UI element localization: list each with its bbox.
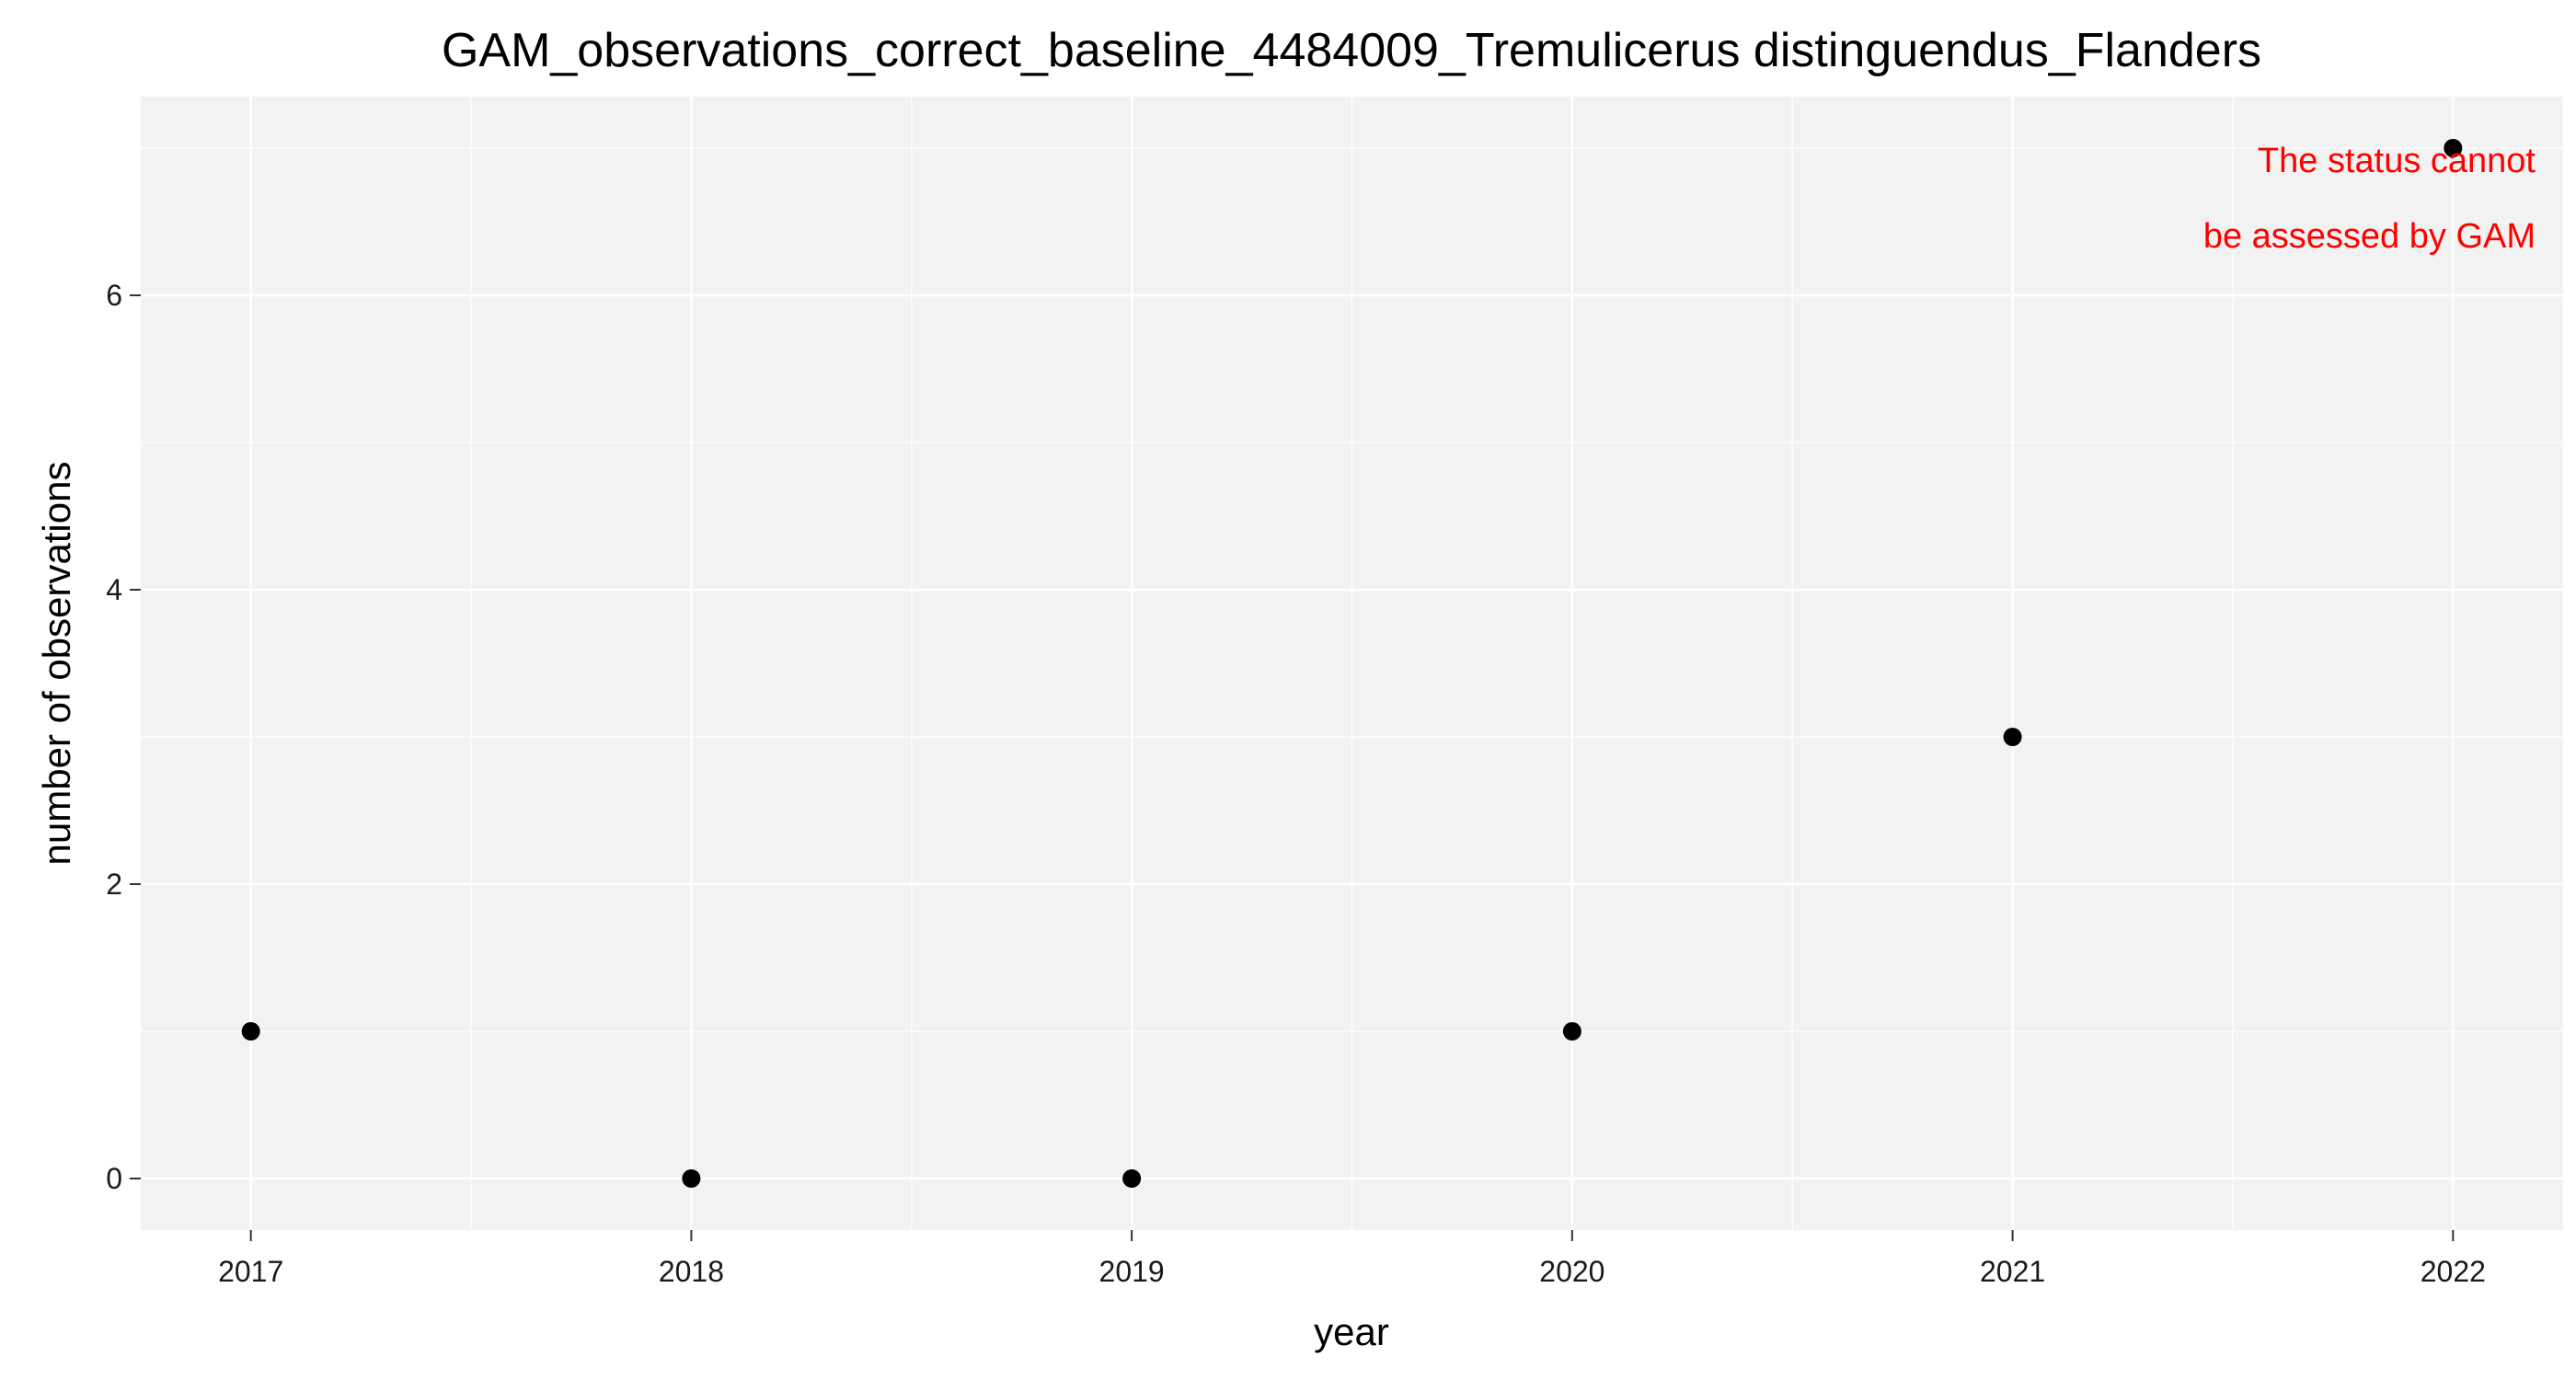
major-gridlines bbox=[141, 97, 2563, 1230]
data-points bbox=[241, 139, 2463, 1188]
y-tick-label: 4 bbox=[106, 573, 122, 606]
y-tick-label: 0 bbox=[106, 1162, 122, 1195]
y-tick-label: 6 bbox=[106, 279, 122, 312]
x-tick-label: 2017 bbox=[218, 1255, 283, 1288]
annotation-line: be assessed by GAM bbox=[2203, 217, 2536, 256]
annotation-line: The status cannot bbox=[2258, 142, 2536, 180]
minor-gridlines bbox=[141, 97, 2563, 1230]
x-axis-ticks: 2017 2018 2019 2020 2021 2022 bbox=[218, 1230, 2486, 1288]
y-axis-title: number of observations bbox=[35, 462, 78, 866]
data-point bbox=[682, 1169, 701, 1188]
y-axis-ticks: 0 2 4 6 bbox=[106, 279, 141, 1195]
x-tick-label: 2021 bbox=[1980, 1255, 2045, 1288]
data-point bbox=[1562, 1022, 1581, 1041]
status-annotation: The status cannot be assessed by GAM bbox=[2203, 142, 2536, 256]
y-tick-label: 2 bbox=[106, 868, 122, 901]
x-tick-label: 2020 bbox=[1539, 1255, 1604, 1288]
data-point bbox=[2003, 728, 2022, 746]
data-point bbox=[1122, 1169, 1142, 1188]
x-tick-label: 2018 bbox=[659, 1255, 724, 1288]
x-axis-title: year bbox=[1314, 1310, 1389, 1353]
data-point bbox=[2444, 139, 2463, 157]
x-tick-label: 2019 bbox=[1099, 1255, 1165, 1288]
chart-title: GAM_observations_correct_baseline_448400… bbox=[442, 24, 2261, 77]
x-tick-label: 2022 bbox=[2421, 1255, 2486, 1288]
data-point bbox=[241, 1022, 260, 1041]
